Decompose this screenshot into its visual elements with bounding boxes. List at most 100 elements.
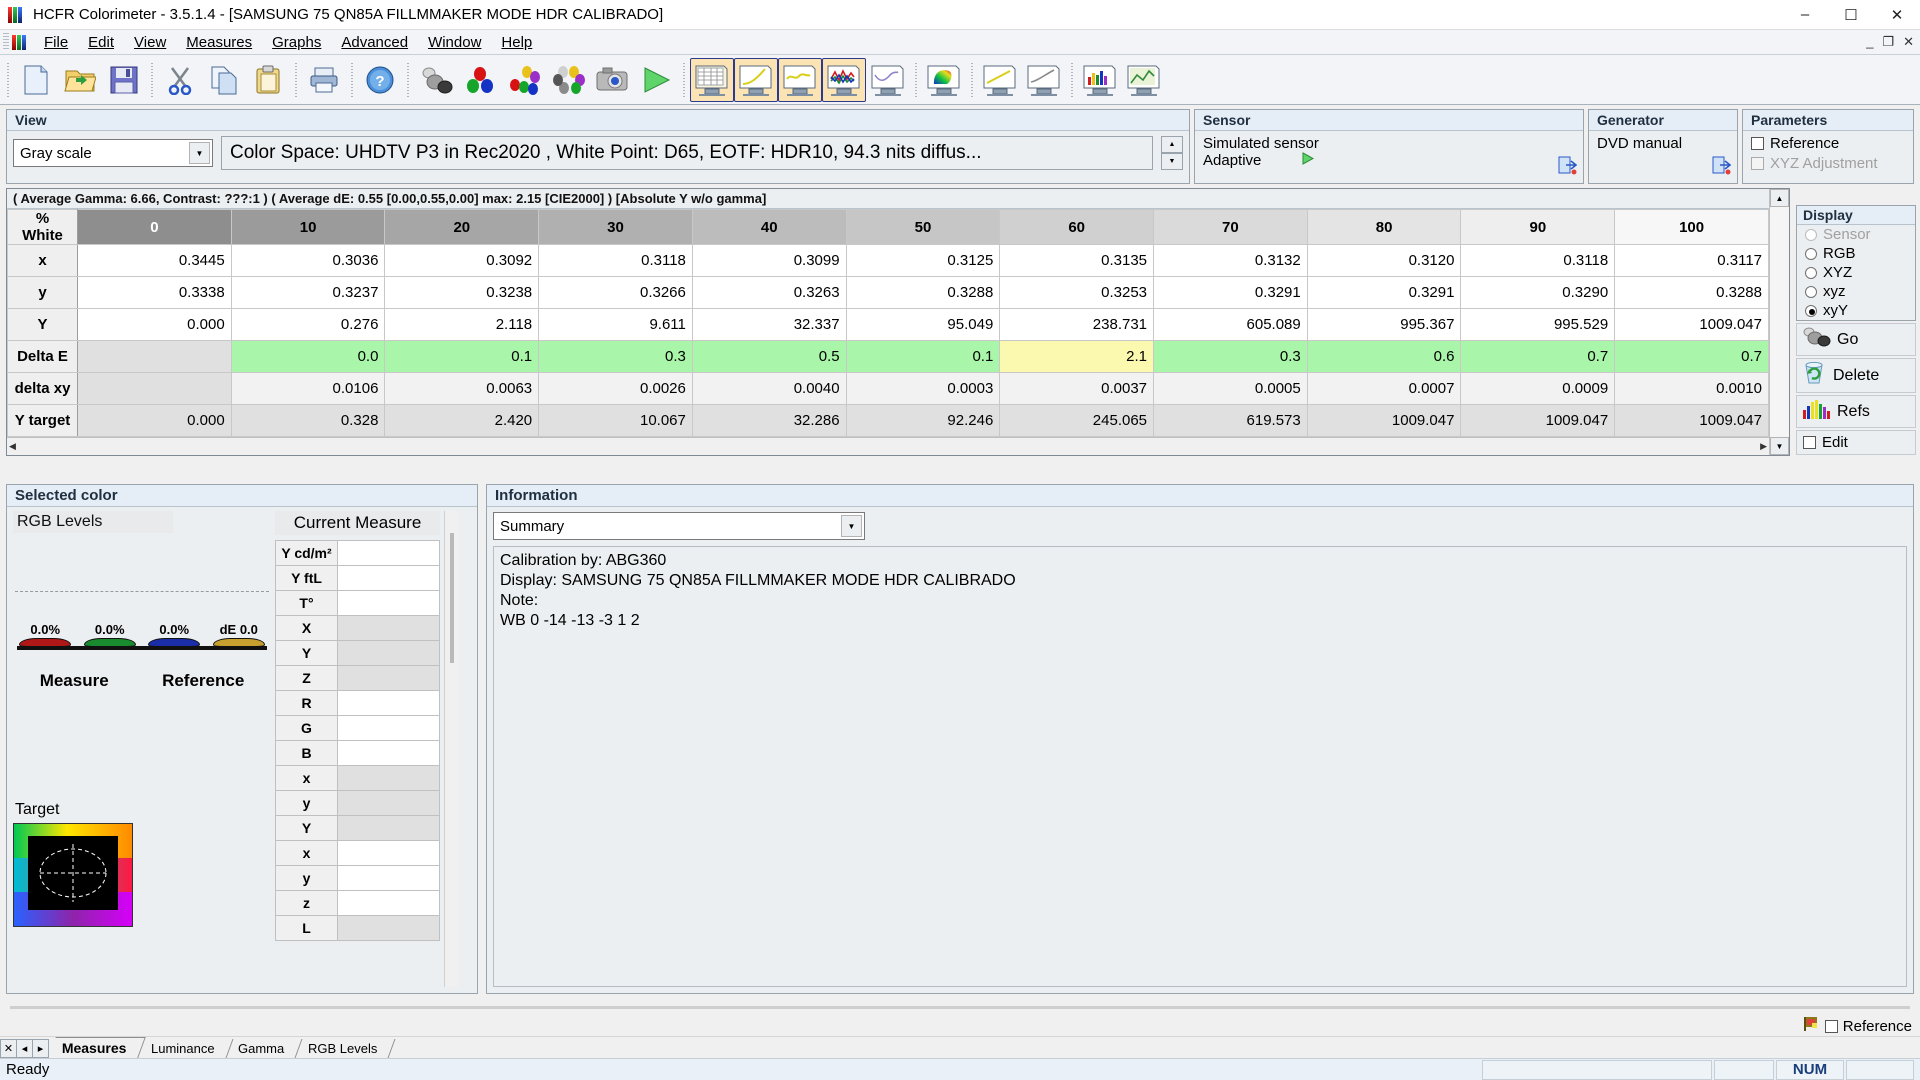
tab-next-icon[interactable]: ▸ bbox=[32, 1039, 49, 1058]
table-cell[interactable]: 0.3120 bbox=[1306, 244, 1462, 277]
rgb-levels-view-button[interactable] bbox=[822, 57, 866, 102]
mdi-restore-button[interactable]: ❐ bbox=[1882, 34, 1895, 49]
information-section-select[interactable]: Summary ▼ bbox=[493, 512, 865, 540]
vscroll-down-icon[interactable]: ▼ bbox=[1770, 437, 1789, 455]
table-cell[interactable]: 238.731 bbox=[999, 308, 1155, 341]
table-cell[interactable]: 0.3118 bbox=[1460, 244, 1616, 277]
radio-rgb[interactable] bbox=[1805, 247, 1817, 260]
table-cell[interactable]: 0.3135 bbox=[999, 244, 1155, 277]
measure-row-value[interactable] bbox=[337, 690, 440, 716]
table-cell[interactable]: 10.067 bbox=[538, 404, 693, 437]
col-header-100[interactable]: 100 bbox=[1614, 209, 1769, 245]
col-header-60[interactable]: 60 bbox=[999, 209, 1155, 245]
delete-button[interactable]: Delete bbox=[1796, 358, 1916, 393]
col-header-10[interactable]: 10 bbox=[230, 209, 386, 245]
cut-button[interactable] bbox=[158, 58, 202, 102]
col-header-50[interactable]: 50 bbox=[845, 209, 1001, 245]
table-cell[interactable]: 0.3291 bbox=[1153, 276, 1308, 309]
statusbar-reference-toggle[interactable]: Reference bbox=[1802, 1015, 1920, 1037]
table-cell[interactable]: 0.0106 bbox=[230, 372, 386, 405]
table-cell[interactable]: 2.1 bbox=[999, 340, 1155, 373]
measure-row-value[interactable] bbox=[337, 715, 440, 741]
refs-button[interactable]: Refs bbox=[1796, 395, 1916, 428]
measure-row-value[interactable] bbox=[337, 540, 440, 566]
capture-button[interactable] bbox=[590, 58, 634, 102]
mdi-close-button[interactable]: ✕ bbox=[1903, 34, 1914, 49]
color-space-spinner[interactable]: ▲ ▼ bbox=[1161, 136, 1183, 170]
maximize-button[interactable]: ☐ bbox=[1844, 6, 1858, 24]
table-cell[interactable]: 0.3238 bbox=[384, 276, 540, 309]
table-cell[interactable]: 0.3445 bbox=[77, 244, 232, 277]
table-cell[interactable]: 32.337 bbox=[691, 308, 847, 341]
help-button[interactable]: ? bbox=[358, 58, 402, 102]
statusbar-reference-checkbox[interactable] bbox=[1824, 1019, 1838, 1033]
table-cell[interactable]: 0.0003 bbox=[845, 372, 1001, 405]
histogram-view-button[interactable] bbox=[1078, 58, 1122, 102]
workspace-horizontal-scrollbar[interactable] bbox=[6, 1000, 1914, 1014]
measure-row-value[interactable] bbox=[337, 665, 440, 691]
spinner-up-icon[interactable]: ▲ bbox=[1161, 136, 1183, 153]
sensor-play-icon[interactable] bbox=[1301, 152, 1315, 169]
primaries-measure-button[interactable] bbox=[458, 58, 502, 102]
gamma-graph-view-button[interactable] bbox=[778, 57, 822, 102]
cie-target-diagram[interactable] bbox=[13, 823, 133, 927]
new-document-button[interactable] bbox=[14, 58, 58, 102]
table-cell[interactable]: 0.3125 bbox=[845, 244, 1001, 277]
menu-item-graphs[interactable]: Graphs bbox=[272, 33, 322, 51]
table-cell[interactable]: 0.3092 bbox=[384, 244, 540, 277]
table-cell[interactable] bbox=[77, 372, 232, 405]
tab-prev-icon[interactable]: ◂ bbox=[16, 1039, 33, 1058]
edit-checkbox[interactable] bbox=[1803, 436, 1816, 449]
table-cell[interactable]: 0.3237 bbox=[230, 276, 386, 309]
table-cell[interactable]: 1009.047 bbox=[1614, 404, 1769, 437]
measure-row-value[interactable] bbox=[337, 765, 440, 791]
table-cell[interactable]: 0.3288 bbox=[1614, 276, 1769, 309]
grayscale-measure-button[interactable] bbox=[414, 58, 458, 102]
sensor-config-icon[interactable] bbox=[1557, 155, 1578, 179]
run-measure-button[interactable] bbox=[634, 58, 678, 102]
table-vertical-scrollbar[interactable]: ▲ ▼ bbox=[1769, 189, 1789, 455]
edit-toggle[interactable]: Edit bbox=[1796, 430, 1916, 455]
generator-config-icon[interactable] bbox=[1711, 155, 1732, 179]
paste-button[interactable] bbox=[246, 58, 290, 102]
table-cell[interactable]: 1009.047 bbox=[1306, 404, 1462, 437]
col-header-40[interactable]: 40 bbox=[691, 209, 847, 245]
mdi-minimize-button[interactable]: _ bbox=[1866, 34, 1874, 49]
display-option-xyz[interactable]: XYZ bbox=[1797, 263, 1915, 282]
table-cell[interactable]: 605.089 bbox=[1153, 308, 1308, 341]
measure-row-value[interactable] bbox=[337, 640, 440, 666]
table-cell[interactable]: 0.6 bbox=[1306, 340, 1462, 373]
table-cell[interactable]: 0.3132 bbox=[1153, 244, 1308, 277]
col-header-30[interactable]: 30 bbox=[538, 209, 693, 245]
radio-xyz-lower[interactable] bbox=[1805, 285, 1817, 298]
vscroll-track[interactable] bbox=[1770, 207, 1789, 437]
table-cell[interactable]: 0.3117 bbox=[1614, 244, 1769, 277]
table-cell[interactable]: 245.065 bbox=[999, 404, 1155, 437]
table-cell[interactable]: 0.1 bbox=[845, 340, 1001, 373]
table-cell[interactable]: 0.0040 bbox=[691, 372, 847, 405]
print-button[interactable] bbox=[302, 58, 346, 102]
go-button[interactable]: Go bbox=[1796, 323, 1916, 356]
table-cell[interactable]: 0.0010 bbox=[1614, 372, 1769, 405]
open-folder-button[interactable] bbox=[58, 58, 102, 102]
measure-scrollbar-thumb[interactable] bbox=[449, 533, 454, 663]
toolbar-grip-icon[interactable] bbox=[7, 62, 9, 97]
measures-table-view-button[interactable] bbox=[690, 57, 734, 102]
near-white-view-button[interactable] bbox=[1022, 58, 1066, 102]
reference-checkbox[interactable] bbox=[1751, 137, 1764, 150]
hscroll-left-icon[interactable]: ◀ bbox=[9, 441, 16, 451]
table-cell[interactable]: 0.0037 bbox=[999, 372, 1155, 405]
col-header-20[interactable]: 20 bbox=[384, 209, 540, 245]
table-cell[interactable] bbox=[77, 340, 232, 373]
table-cell[interactable]: 0.0063 bbox=[384, 372, 540, 405]
colorchecker-measure-button[interactable] bbox=[546, 58, 590, 102]
display-option-xyz-lower[interactable]: xyz bbox=[1797, 282, 1915, 301]
table-cell[interactable]: 0.0 bbox=[230, 340, 386, 373]
measure-row-value[interactable] bbox=[337, 840, 440, 866]
menu-item-measures[interactable]: Measures bbox=[186, 33, 253, 51]
table-cell[interactable]: 0.3263 bbox=[691, 276, 847, 309]
measure-row-value[interactable] bbox=[337, 740, 440, 766]
table-cell[interactable]: 995.529 bbox=[1460, 308, 1616, 341]
table-cell[interactable]: 1009.047 bbox=[1614, 308, 1769, 341]
col-header-80[interactable]: 80 bbox=[1306, 209, 1462, 245]
